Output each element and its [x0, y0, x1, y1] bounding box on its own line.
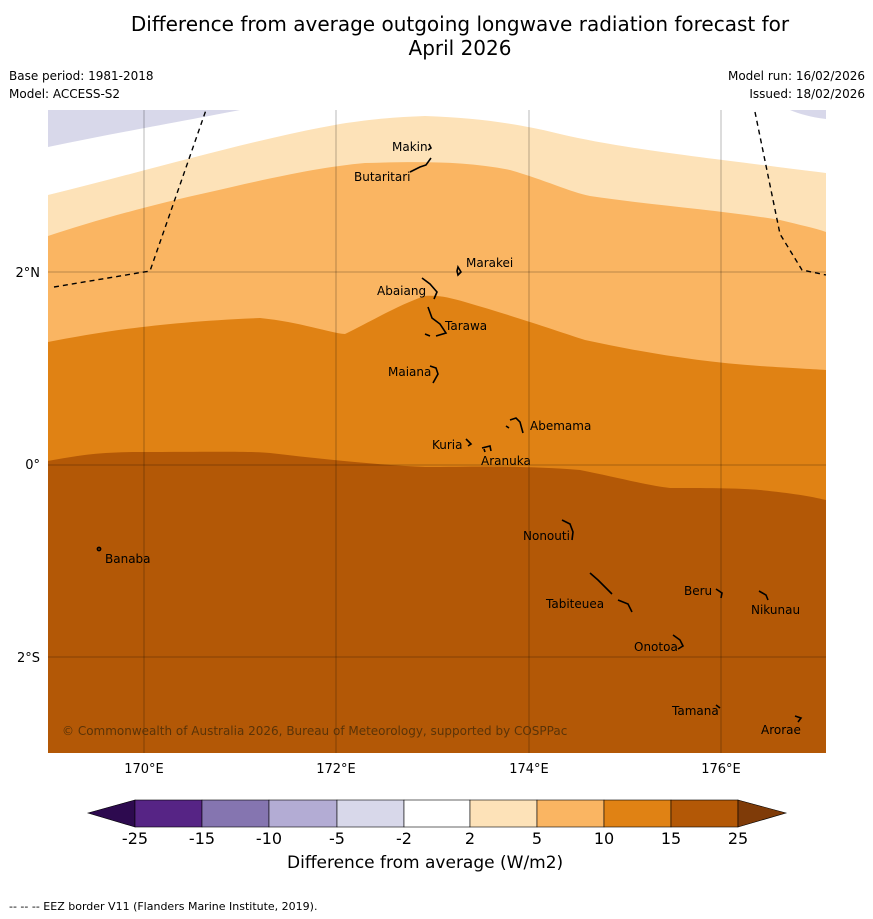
meta-left: Base period: 1981-2018 Model: ACCESS-S2 [9, 67, 154, 103]
lon-label-170e: 170°E [124, 762, 164, 777]
colorbar-segment-neg10-neg5 [268, 799, 338, 828]
island-nonouti [561, 519, 574, 541]
island-makin [427, 143, 433, 151]
graticule [48, 110, 826, 753]
colorbar-segment-neg15-neg10 [201, 799, 270, 828]
colorbar-segment-neg25-neg15 [134, 799, 203, 828]
place-label-aranuka: Aranuka [481, 454, 531, 468]
colorbar-segment-neg5-neg2 [336, 799, 405, 828]
lat-label-equator: 0° [25, 458, 40, 473]
island-arorae [794, 715, 803, 723]
place-label-abemama: Abemama [530, 419, 591, 433]
island-abaiang [421, 277, 438, 300]
colorbar [86, 799, 788, 828]
place-label-nikunau: Nikunau [751, 603, 800, 617]
colorbar-tick-2: 2 [464, 829, 476, 848]
island-maiana [429, 365, 439, 384]
colorbar-tick-25: 25 [727, 829, 749, 848]
colorbar-tick-15: 15 [660, 829, 682, 848]
place-label-nonouti: Nonouti [523, 529, 570, 543]
issued-date: Issued: 18/02/2026 [749, 87, 865, 101]
island-nikunau [758, 590, 769, 601]
island-abemama [505, 417, 524, 434]
place-label-makin: Makin [392, 140, 428, 154]
colorbar-tick-neg5: -5 [329, 829, 345, 848]
place-label-marakei: Marakei [466, 256, 513, 270]
colorbar-tick-neg2: -2 [396, 829, 412, 848]
place-label-tamana: Tamana [671, 704, 719, 718]
colorbar-segment-neg2-2 [403, 799, 471, 828]
band-neg-left [48, 110, 240, 147]
colorbar-segment-15-25 [670, 799, 739, 828]
copyright-credit: © Commonwealth of Australia 2026, Bureau… [62, 724, 568, 738]
island-tabiteuea [589, 572, 633, 613]
model-run: Model run: 16/02/2026 [727, 69, 865, 83]
island-aranuka [481, 445, 492, 453]
island-tarawa [424, 306, 448, 337]
base-period: Base period: 1981-2018 [9, 69, 154, 83]
eez-footnote: -- -- -- EEZ border V11 (Flanders Marine… [9, 900, 318, 913]
colorbar-tick-neg25: -25 [121, 829, 149, 848]
place-label-banaba: Banaba [105, 552, 151, 566]
eez-border-west [53, 110, 207, 288]
place-label-tabiteuea: Tabiteuea [545, 597, 604, 611]
colorbar-tick-neg10: -10 [255, 829, 283, 848]
place-label-butaritari: Butaritari [354, 170, 411, 184]
lat-label-2n: 2°N [16, 266, 41, 281]
model-name: Model: ACCESS-S2 [9, 87, 121, 101]
colorbar-tick-10: 10 [593, 829, 615, 848]
eez-border-east [754, 111, 826, 276]
band-neg-right [790, 110, 826, 119]
lon-label-176e: 176°E [701, 762, 741, 777]
title-line-2: April 2026 [408, 36, 512, 60]
island-tamana [715, 704, 721, 709]
colorbar-tick-5: 5 [531, 829, 543, 848]
lon-label-172e: 172°E [316, 762, 356, 777]
title-line-1: Difference from average outgoing longwav… [130, 12, 790, 36]
colorbar-segment-2-5 [469, 799, 538, 828]
place-label-kuria: Kuria [432, 438, 463, 452]
colorbar-segment-below-neg25 [86, 799, 136, 828]
colorbar-label: Difference from average (W/m2) [287, 853, 564, 873]
island-beru [715, 588, 723, 599]
place-label-maiana: Maiana [388, 365, 431, 379]
lat-label-2s: 2°S [17, 651, 40, 666]
colorbar-segment-above-25 [737, 799, 788, 828]
colorbar-tick-neg15: -15 [188, 829, 216, 848]
colorbar-segment-10-15 [603, 799, 672, 828]
map-title: Difference from average outgoing longwav… [0, 12, 873, 60]
place-label-beru: Beru [684, 584, 712, 598]
place-label-onotoa: Onotoa [634, 640, 678, 654]
island-banaba [96, 546, 102, 552]
place-label-abaiang: Abaiang [377, 284, 426, 298]
islands [96, 143, 803, 723]
island-marakei [456, 264, 463, 277]
map-area: Makin Butaritari Marakei Abaiang Tarawa … [48, 110, 826, 753]
colorbar-segment-5-10 [536, 799, 605, 828]
lon-label-174e: 174°E [509, 762, 549, 777]
meta-right: Model run: 16/02/2026 Issued: 18/02/2026 [728, 67, 865, 103]
place-label-tarawa: Tarawa [444, 319, 487, 333]
place-label-arorae: Arorae [761, 723, 801, 737]
eez-border [53, 110, 826, 288]
island-butaritari [409, 157, 432, 173]
island-onotoa [672, 634, 685, 650]
island-kuria [465, 438, 473, 447]
band-15-25 [48, 451, 826, 753]
